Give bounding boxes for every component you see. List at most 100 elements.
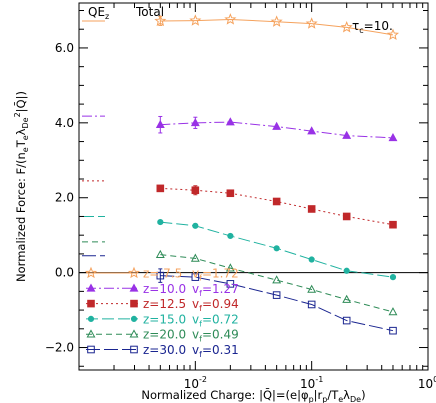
data-point-5-3 [272, 291, 281, 299]
x-axis-label-part: |r [314, 388, 323, 402]
legend-vf-label-5: vf=0.31 [192, 343, 239, 359]
annotation-qe: QEz [88, 5, 109, 21]
data-point-5-1 [191, 273, 200, 281]
data-point-0-0 [154, 14, 167, 27]
legend-vf-label-3: vf=0.72 [192, 312, 239, 328]
data-point-2-6 [389, 220, 397, 229]
series-2 [156, 184, 397, 229]
data-point-4-1 [190, 253, 200, 262]
x-axis-label-sub: p [309, 395, 314, 403]
legend-vf-sub: f [199, 335, 202, 344]
x-tick-label-base: 10 [418, 377, 433, 391]
legend-vf-value: =1.27 [202, 282, 239, 296]
x-axis-label-part: Normalized Charge: |Q̄|=(e|φ [141, 388, 308, 402]
legend-vf-sub: f [199, 274, 202, 283]
series-line-4 [160, 254, 394, 313]
legend-z-label-3: z=15.0 [143, 312, 186, 326]
legend-z-label-1: z=10.0 [143, 282, 186, 296]
data-point-3-0 [157, 218, 164, 226]
legend-entry-3: z=15.0 vf=0.72 [86, 312, 239, 328]
data-point-5-6 [389, 326, 397, 335]
x-tick-label-base: 10 [300, 377, 315, 391]
data-point-2-5 [342, 212, 351, 221]
data-point-5-4 [307, 300, 316, 309]
legend-marker-left-3 [87, 315, 95, 322]
data-point-2-2 [226, 189, 235, 198]
data-point-3-3 [273, 245, 280, 252]
series-5 [156, 268, 397, 335]
legend-vf-main: v [192, 282, 199, 296]
data-point-3-2 [227, 232, 234, 240]
legend-marker-right-4 [129, 329, 139, 338]
y-axis-label-sub: e [21, 135, 30, 140]
y-axis-label-sub: e [21, 147, 30, 152]
x-axis-label-sub: De [350, 395, 361, 403]
legend-vf-sub: f [199, 350, 202, 359]
legend-marker-right-1 [129, 283, 139, 292]
x-axis-label: Normalized Charge: |Q̄|=(e|φp|rp/TeλDe) [141, 388, 365, 403]
data-point-2-4 [307, 205, 316, 213]
annotation-tau-rest: =10. [364, 19, 393, 33]
y-tick-label-0: −2.0 [45, 341, 74, 355]
data-point-2-0 [156, 184, 165, 193]
data-point-4-5 [342, 294, 352, 303]
data-point-4-2 [225, 263, 235, 272]
series-line-0 [160, 18, 394, 36]
x-tick-label-0: 10-2 [184, 375, 207, 391]
legend-marker-left-2 [87, 299, 95, 308]
legend-vf-main: v [192, 343, 199, 357]
data-point-0-1 [189, 14, 202, 26]
legend-entry-0: z= 7.5 vf=1.72 [84, 266, 239, 283]
legend-vf-main: v [192, 312, 199, 326]
data-point-0-3 [270, 15, 283, 27]
data-point-3-1 [192, 222, 199, 229]
x-tick-label-exponent: -2 [199, 375, 207, 384]
data-point-1-1 [190, 117, 200, 127]
legend-marker-left-4 [86, 329, 96, 338]
x-tick-label-1: 10-1 [300, 375, 323, 391]
annotation-layer: QEz Total τc=10. [88, 5, 393, 35]
legend-entry-4: z=20.0 vf=0.49 [86, 328, 239, 344]
legend-vf-sub: f [199, 289, 202, 298]
data-point-1-5 [342, 130, 352, 139]
legend-vf-sub: f [199, 319, 202, 328]
x-axis-label-part: ) [361, 388, 366, 402]
legend-vf-label-4: vf=0.49 [192, 328, 239, 344]
data-point-3-4 [308, 256, 315, 263]
x-axis-label-sub: p [322, 395, 327, 403]
data-point-5-0 [156, 271, 165, 280]
x-axis-label-part: /T [327, 388, 339, 402]
data-point-2-3 [272, 197, 281, 206]
legend-marker-right-2 [130, 299, 138, 308]
annotation-qe-main: QE [88, 5, 105, 19]
legend-marker-left-0 [84, 266, 98, 279]
annotation-total: Total [135, 5, 164, 19]
data-point-3-5 [343, 267, 350, 274]
data-point-4-4 [307, 284, 317, 293]
legend-entry-2: z=12.5 vf=0.94 [86, 297, 239, 313]
x-tick-label-2: 100 [418, 375, 436, 391]
data-point-4-6 [388, 307, 398, 316]
legend-marker-right-3 [130, 315, 138, 322]
legend-vf-value: =1.72 [202, 267, 239, 281]
legend-marker-left-1 [86, 283, 96, 292]
y-tick-label-4: 6.0 [55, 41, 74, 55]
series-1 [155, 115, 398, 142]
y-axis-label-part: |Q̄|) [14, 91, 28, 112]
legend-vf-label-0: vf=1.72 [192, 267, 239, 283]
y-tick-label-1: 0.0 [55, 266, 74, 280]
series-layer [154, 13, 400, 335]
x-tick-label-exponent: -1 [315, 375, 323, 384]
legend-marker-left-5 [87, 345, 95, 354]
series-3 [157, 218, 397, 281]
data-point-1-0 [155, 119, 165, 129]
data-point-0-4 [305, 17, 318, 29]
legend-vf-label-1: vf=1.27 [192, 282, 239, 298]
data-point-5-2 [226, 280, 235, 288]
legend-vf-value: =0.72 [202, 312, 239, 326]
legend-vf-main: v [192, 297, 199, 311]
data-point-1-2 [225, 117, 235, 126]
